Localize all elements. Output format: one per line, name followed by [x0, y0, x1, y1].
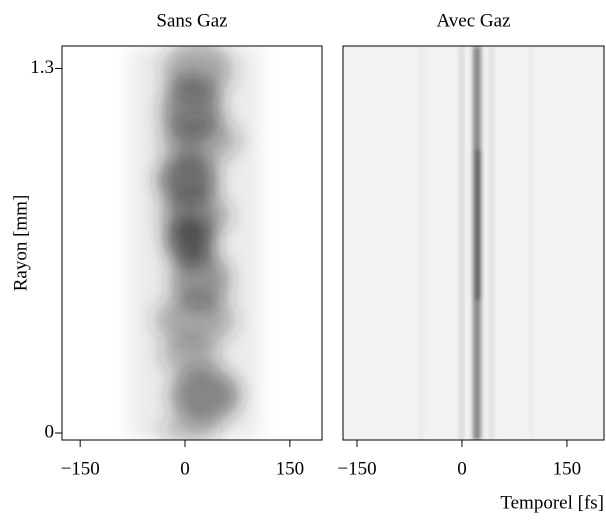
- x-tick-label: −150: [337, 458, 376, 479]
- x-tick-label: 150: [553, 458, 582, 479]
- panel-title: Sans Gaz: [156, 10, 227, 31]
- frame: [61, 45, 323, 441]
- x-tick-label: −150: [61, 458, 100, 479]
- x-tick-label: 0: [180, 458, 190, 479]
- y-tick-label: 0: [45, 421, 55, 442]
- image-avec-gaz: [343, 46, 604, 440]
- y-axis-label: Rayon [mm]: [10, 195, 31, 292]
- x-axis-label: Temporel [fs]: [500, 492, 604, 513]
- image-sans-gaz: [130, 46, 260, 440]
- x-tick-label: 0: [457, 458, 467, 479]
- y-tick-label: 1.3: [30, 57, 54, 78]
- frame: [342, 45, 605, 441]
- panel-title: Avec Gaz: [436, 10, 510, 31]
- x-tick-label: 150: [276, 458, 305, 479]
